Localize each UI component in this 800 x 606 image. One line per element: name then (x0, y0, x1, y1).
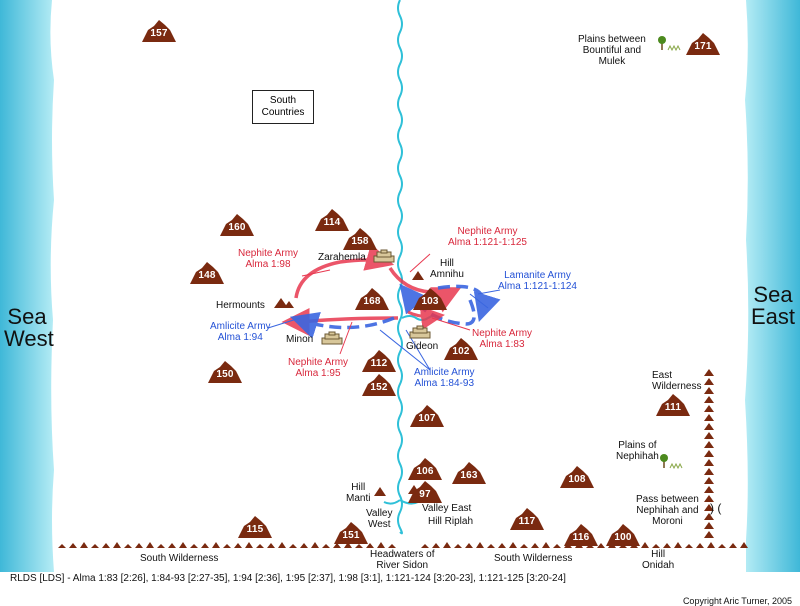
sea-east (745, 0, 800, 572)
hill-115: 115 (238, 516, 272, 538)
east-wilderness-label: East Wilderness (652, 370, 702, 392)
nephite-route-183 (407, 305, 445, 330)
hill-114: 114 (315, 209, 349, 231)
east-ridge-peak (704, 495, 714, 502)
nephite-route-195 (281, 308, 399, 336)
hill-168: 168 (355, 288, 389, 310)
pass-symbol: ) ( (710, 501, 721, 515)
hill-158: 158 (343, 228, 377, 250)
east-ridge-peak (704, 414, 714, 421)
valley-west-label: Valley West (366, 508, 393, 530)
nephite-army-195-label: Nephite Army Alma 1:95 (288, 357, 349, 379)
headwaters-label: Headwaters of River Sidon (370, 549, 435, 571)
hermounts-mark (274, 298, 294, 308)
hill-manti-mark (374, 487, 386, 496)
valley-east-label: Valley East (422, 503, 472, 514)
amlicite-army-184-label: Amlicite Army Alma 1:84-93 (414, 367, 475, 389)
hill-107: 107 (410, 405, 444, 427)
scripture-references: RLDS [LDS] - Alma 1:83 [2:26], 1:84-93 [… (10, 573, 566, 584)
east-ridge-peak (704, 531, 714, 538)
hill-108: 108 (560, 466, 594, 488)
tree-icon-nephihah (660, 454, 683, 470)
hill-116: 116 (564, 524, 598, 546)
sea-east-label: Sea East (750, 282, 796, 329)
hill-151: 151 (334, 522, 368, 544)
hill-112: 112 (362, 350, 396, 372)
nephite-army-121-label: Nephite Army Alma 1:121-1:125 (448, 226, 527, 248)
south-wilderness-left-label: South Wilderness (140, 553, 219, 564)
river-sidon (397, 0, 403, 535)
copyright: Copyright Aric Turner, 2005 (682, 596, 792, 606)
hill-150: 150 (208, 361, 242, 383)
hill-riplah-label: Hill Riplah (428, 516, 474, 527)
city-minon (321, 331, 343, 345)
hill-111: 111 (656, 394, 690, 416)
amlicite-route-194 (289, 311, 395, 339)
hill-163: 163 (452, 462, 486, 484)
south-wilderness-band (58, 542, 748, 548)
map-canvas: ) ( (0, 0, 800, 572)
east-ridge-peak (704, 387, 714, 394)
east-ridge-peak (704, 432, 714, 439)
plains-bountiful-label: Plains between Bountiful and Mulek (578, 34, 646, 67)
hill-157: 157 (142, 20, 176, 42)
east-ridge-peak (704, 423, 714, 430)
hill-amnihu-label: Hill Amnihu (430, 258, 464, 280)
references-footer: RLDS [LDS] - Alma 1:83 [2:26], 1:84-93 [… (0, 572, 800, 606)
east-ridge-peak (704, 477, 714, 484)
plains-nephihah-label: Plains of Nephihah (616, 440, 659, 462)
nephite-army-183-label: Nephite Army Alma 1:83 (472, 328, 533, 350)
zarahemla-label: Zarahemla (318, 252, 366, 263)
pass-label: Pass between Nephihah and Moroni (636, 494, 699, 527)
map: ) ( (0, 0, 800, 572)
tree-icon-bountiful (658, 36, 681, 52)
hill-171: 171 (686, 33, 720, 55)
hill-100: 100 (606, 524, 640, 546)
east-ridge-peak (704, 405, 714, 412)
hermounts-label: Hermounts (216, 300, 265, 311)
east-ridge-peak (704, 522, 714, 529)
south-countries-box: South Countries (252, 90, 314, 124)
hill-160: 160 (220, 214, 254, 236)
hill-102: 102 (444, 338, 478, 360)
hill-152: 152 (362, 374, 396, 396)
hill-148: 148 (190, 262, 224, 284)
east-ridge-peak (704, 468, 714, 475)
east-ridge-peak (704, 459, 714, 466)
city-zarahemla (373, 249, 395, 263)
amlicite-army-194-label: Amlicite Army Alma 1:94 (210, 321, 271, 343)
east-ridge-peak (704, 369, 714, 376)
gideon-label: Gideon (406, 341, 439, 352)
hill-103: 103 (413, 288, 447, 310)
hill-106: 106 (408, 458, 442, 480)
hill-117: 117 (510, 508, 544, 530)
east-ridge-peak (704, 513, 714, 520)
east-ridge-peak (704, 450, 714, 457)
hill-amnihu-mark (412, 271, 424, 280)
east-ridge-peak (704, 378, 714, 385)
south-wilderness-right-label: South Wilderness (494, 553, 573, 564)
hill-97: 97 (408, 481, 442, 503)
sea-west-label: Sea West (4, 304, 54, 351)
minon-label: Minon (286, 334, 314, 345)
hill-onidah-label: Hill Onidah (642, 549, 675, 571)
east-wilderness-ridge (704, 369, 714, 538)
lamanite-route-121b (437, 284, 501, 323)
east-ridge-peak (704, 441, 714, 448)
lamanite-army-label: Lamanite Army Alma 1:121-1:124 (498, 270, 577, 292)
hill-manti-label: Hill Manti (346, 482, 371, 504)
east-ridge-peak (704, 486, 714, 493)
city-gideon (409, 325, 431, 339)
sea-west (0, 0, 54, 572)
nephite-army-198-label: Nephite Army Alma 1:98 (238, 248, 299, 270)
east-ridge-peak (704, 504, 714, 511)
east-ridge-peak (704, 396, 714, 403)
